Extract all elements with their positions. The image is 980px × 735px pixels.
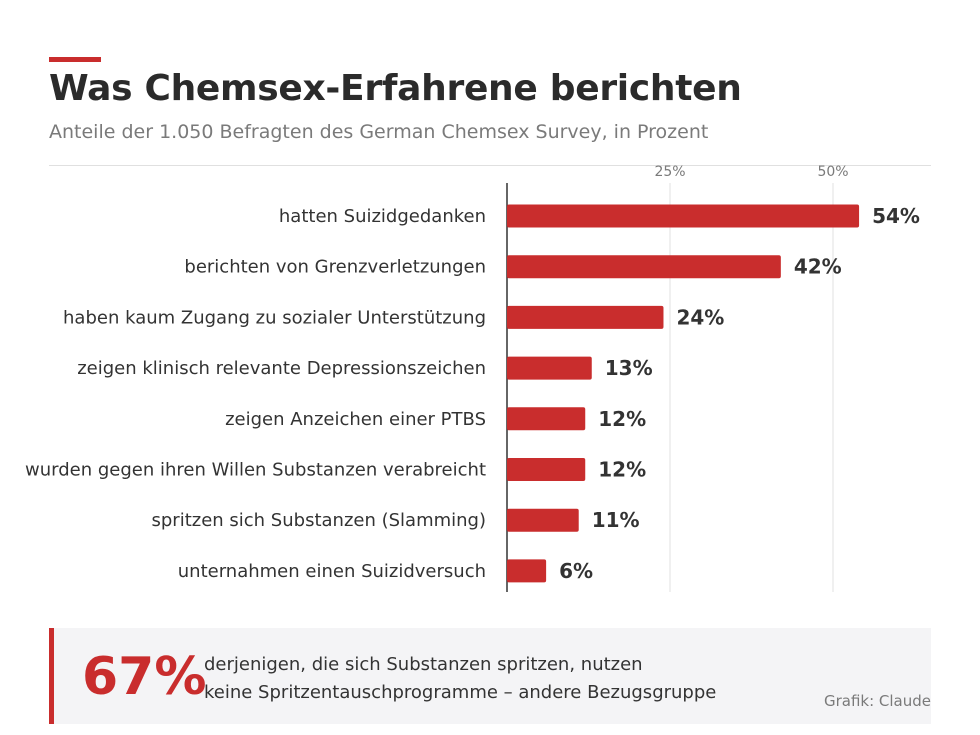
header-divider: [49, 165, 931, 166]
chart-title: Was Chemsex-Erfahrene berichten: [49, 68, 742, 109]
bar: [507, 255, 781, 279]
category-label: berichten von Grenzverletzungen: [184, 257, 486, 278]
value-label: 42%: [794, 255, 842, 279]
x-tick-label: 50%: [817, 164, 848, 180]
category-label: zeigen klinisch relevante Depressionszei…: [77, 358, 486, 379]
category-label: spritzen sich Substanzen (Slamming): [151, 510, 486, 531]
bar: [507, 559, 547, 583]
callout-line-1: derjenigen, die sich Substanzen spritzen…: [204, 654, 643, 675]
x-tick-label: 25%: [654, 164, 685, 180]
value-label: 13%: [605, 356, 653, 380]
callout-line-2: keine Spritzentauschprogramme – andere B…: [204, 682, 717, 703]
bar: [507, 305, 664, 329]
callout-number: 67%: [82, 647, 207, 707]
value-label: 12%: [598, 407, 646, 431]
bar: [507, 356, 592, 380]
bar: [507, 508, 579, 532]
bar: [507, 458, 586, 481]
value-label: 12%: [598, 458, 646, 482]
category-label: unternahmen einen Suizidversuch: [178, 561, 486, 582]
bar: [507, 407, 586, 431]
value-label: 6%: [559, 559, 593, 583]
category-label: wurden gegen ihren Willen Substanzen ver…: [25, 460, 486, 481]
title-accent-bar: [49, 57, 101, 62]
value-label: 24%: [676, 305, 724, 329]
callout-stripe: [49, 628, 54, 724]
callout-text: derjenigen, die sich Substanzen spritzen…: [204, 651, 716, 707]
callout-box: 67% derjenigen, die sich Substanzen spri…: [49, 628, 931, 724]
value-label: 11%: [592, 508, 640, 532]
category-label: zeigen Anzeichen einer PTBS: [225, 409, 486, 430]
value-label: 54%: [872, 204, 920, 228]
chart-subtitle: Anteile der 1.050 Befragten des German C…: [49, 121, 709, 143]
bar: [507, 204, 860, 228]
bar-chart: 25% 50% hatten Suizidgedanken 54% berichten …: [25, 164, 920, 592]
chart-credit: Grafik: Claude: [823, 692, 931, 710]
category-label: hatten Suizidgedanken: [279, 206, 486, 227]
category-label: haben kaum Zugang zu sozialer Unterstütz…: [63, 307, 486, 328]
